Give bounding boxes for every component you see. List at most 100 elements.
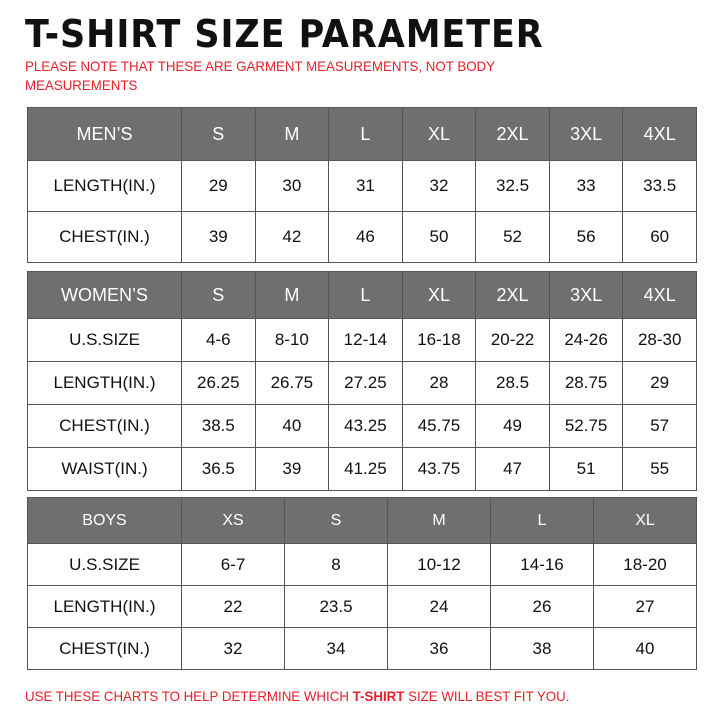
column-header: S: [284, 497, 388, 544]
table-cell: 42: [254, 211, 330, 263]
column-header: XL: [401, 271, 477, 319]
column-header: XL: [401, 107, 477, 161]
table-row: U.S.SIZE 6-7 8 10-12 14-16 18-20: [27, 543, 697, 586]
column-header: XL: [593, 497, 697, 544]
page-title: T-SHIRT SIZE PARAMETER: [25, 12, 544, 56]
table-cell: 39: [254, 447, 330, 491]
table-cell: 20-22: [475, 318, 550, 362]
column-header: XS: [181, 497, 285, 544]
table-cell: 23.5: [284, 585, 388, 628]
table-cell: 12-14: [328, 318, 403, 362]
column-header: L: [490, 497, 594, 544]
table-cell: 49: [475, 404, 550, 448]
column-header: MEN’S: [27, 107, 182, 161]
womens-size-table: WOMEN’S S M L XL 2XL 3XL 4XL U.S.SIZE 4-6 8-10 12-1…: [27, 271, 697, 491]
row-label: CHEST(IN.): [27, 627, 182, 670]
table-cell: 33: [548, 160, 624, 212]
column-header: M: [254, 107, 330, 161]
table-cell: 34: [284, 627, 388, 670]
table-row: WAIST(IN.) 36.5 39 41.25 43.75 47 51 55: [27, 447, 697, 491]
table-cell: 41.25: [328, 447, 403, 491]
table-cell: 4-6: [181, 318, 256, 362]
table-cell: 29: [181, 160, 256, 212]
table-cell: 24-26: [548, 318, 624, 362]
mens-size-table: MEN’S S M L XL 2XL 3XL 4XL LENGTH(IN.) 29 30 31 32 32…: [27, 107, 697, 263]
column-header: 4XL: [622, 271, 697, 319]
table-cell: 32: [401, 160, 477, 212]
table-cell: 6-7: [181, 543, 285, 586]
footer-text: USE THESE CHARTS TO HELP DETERMINE WHICH: [25, 688, 353, 704]
column-header: 2XL: [475, 271, 550, 319]
table-cell: 10-12: [387, 543, 491, 586]
row-label: LENGTH(IN.): [27, 361, 182, 405]
table-cell: 14-16: [490, 543, 594, 586]
column-header: S: [181, 271, 256, 319]
table-cell: 26: [490, 585, 594, 628]
table-cell: 36.5: [181, 447, 256, 491]
footer-highlight: T-SHIRT: [352, 688, 405, 704]
table-cell: 31: [328, 160, 403, 212]
table-cell: 60: [622, 211, 697, 263]
table-cell: 52.75: [548, 404, 624, 448]
table-cell: 39: [181, 211, 256, 263]
row-label: WAIST(IN.): [27, 447, 182, 491]
column-header: L: [328, 271, 403, 319]
column-header: BOYS: [27, 497, 182, 544]
table-cell: 43.75: [401, 447, 477, 491]
column-header: 2XL: [475, 107, 550, 161]
column-header: WOMEN’S: [27, 271, 182, 319]
table-cell: 27: [593, 585, 697, 628]
table-row: CHEST(IN.) 32 34 36 38 40: [27, 627, 697, 670]
column-header: 3XL: [548, 107, 624, 161]
table-cell: 50: [401, 211, 477, 263]
column-header: L: [328, 107, 403, 161]
header-row: WOMEN’S S M L XL 2XL 3XL 4XL: [27, 271, 697, 319]
row-label: LENGTH(IN.): [27, 160, 182, 212]
table-cell: 16-18: [401, 318, 477, 362]
table-cell: 36: [387, 627, 491, 670]
table-row: LENGTH(IN.) 26.25 26.75 27.25 28 28.5 28.75 29: [27, 361, 697, 405]
table-cell: 28.75: [548, 361, 624, 405]
column-header: M: [254, 271, 330, 319]
footer-note: USE THESE CHARTS TO HELP DETERMINE WHICH…: [25, 688, 569, 704]
row-label: U.S.SIZE: [27, 543, 182, 586]
table-cell: 52: [475, 211, 550, 263]
table-cell: 32: [181, 627, 285, 670]
table-cell: 45.75: [401, 404, 477, 448]
table-cell: 29: [622, 361, 697, 405]
table-cell: 28-30: [622, 318, 697, 362]
table-cell: 22: [181, 585, 285, 628]
table-cell: 40: [254, 404, 330, 448]
table-row: CHEST(IN.) 38.5 40 43.25 45.75 49 52.75 57: [27, 404, 697, 448]
table-cell: 27.25: [328, 361, 403, 405]
footer-text-end: SIZE WILL BEST FIT YOU.: [404, 688, 570, 704]
boys-size-table: BOYS XS S M L XL U.S.SIZE 6-7 8 10-12 14-16 18-20 LE…: [27, 497, 697, 670]
table-cell: 47: [475, 447, 550, 491]
table-cell: 46: [328, 211, 403, 263]
table-cell: 30: [254, 160, 330, 212]
table-row: LENGTH(IN.) 22 23.5 24 26 27: [27, 585, 697, 628]
table-cell: 38.5: [181, 404, 256, 448]
table-cell: 28: [401, 361, 477, 405]
column-header: 3XL: [548, 271, 624, 319]
table-cell: 51: [548, 447, 624, 491]
table-cell: 33.5: [622, 160, 697, 212]
table-row: CHEST(IN.) 39 42 46 50 52 56 60: [27, 211, 697, 263]
table-cell: 8-10: [254, 318, 330, 362]
table-cell: 18-20: [593, 543, 697, 586]
column-header: 4XL: [622, 107, 697, 161]
table-cell: 56: [548, 211, 624, 263]
table-cell: 24: [387, 585, 491, 628]
row-label: CHEST(IN.): [27, 404, 182, 448]
table-cell: 40: [593, 627, 697, 670]
table-cell: 28.5: [475, 361, 550, 405]
column-header: S: [181, 107, 256, 161]
header-row: BOYS XS S M L XL: [27, 497, 697, 544]
table-cell: 26.25: [181, 361, 256, 405]
column-header: M: [387, 497, 491, 544]
table-row: U.S.SIZE 4-6 8-10 12-14 16-18 20-22 24-26 28-30: [27, 318, 697, 362]
table-cell: 55: [622, 447, 697, 491]
table-cell: 32.5: [475, 160, 550, 212]
table-cell: 57: [622, 404, 697, 448]
row-label: U.S.SIZE: [27, 318, 182, 362]
